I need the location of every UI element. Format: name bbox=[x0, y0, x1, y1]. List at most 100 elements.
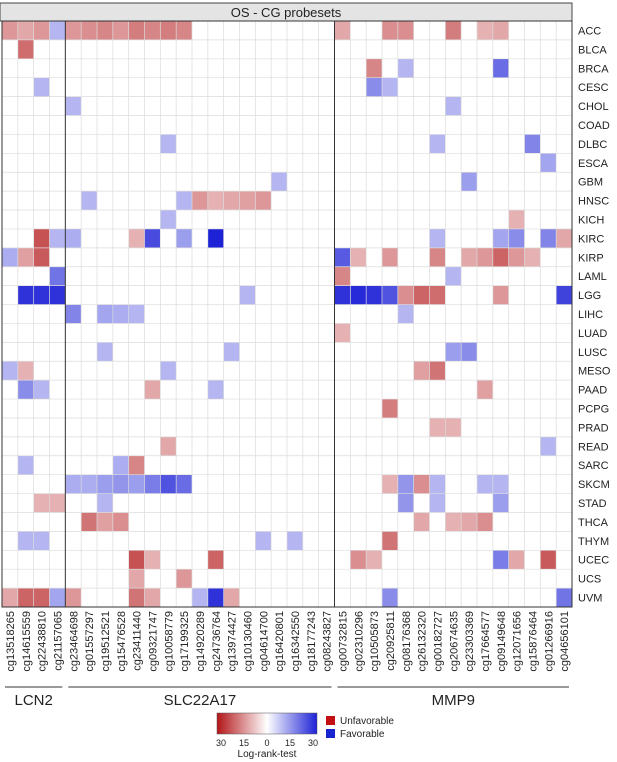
heatmap-cell bbox=[34, 21, 50, 40]
heatmap-cell bbox=[493, 229, 509, 248]
heatmap-cell bbox=[34, 78, 50, 97]
heatmap-cell bbox=[160, 210, 176, 229]
heatmap-cell bbox=[350, 248, 366, 267]
heatmap-cell bbox=[34, 248, 50, 267]
heatmap-cell bbox=[50, 21, 66, 40]
heatmap-cell bbox=[430, 494, 446, 513]
heatmap-cell bbox=[240, 286, 256, 305]
heatmap-cell bbox=[208, 550, 224, 569]
heatmap-cell bbox=[34, 494, 50, 513]
heatmap-cell bbox=[145, 588, 161, 607]
heatmap-cell bbox=[129, 550, 145, 569]
heatmap-cell bbox=[18, 286, 34, 305]
heatmap-cell bbox=[34, 531, 50, 550]
heatmap-cell bbox=[50, 494, 66, 513]
heatmap-cell bbox=[129, 588, 145, 607]
row-label: HNSC bbox=[578, 196, 609, 208]
heatmap-cell bbox=[81, 475, 97, 494]
row-label: PRAD bbox=[578, 422, 609, 434]
heatmap-cell bbox=[34, 588, 50, 607]
heatmap-cell bbox=[382, 475, 398, 494]
heatmap-cell bbox=[430, 229, 446, 248]
heatmap-cell bbox=[192, 191, 208, 210]
heatmap-cell bbox=[540, 550, 556, 569]
heatmap-cell bbox=[2, 361, 18, 380]
row-label: STAD bbox=[578, 498, 607, 510]
column-label: cg23411440 bbox=[132, 611, 144, 671]
heatmap-cell bbox=[113, 456, 129, 475]
heatmap-cell bbox=[398, 21, 414, 40]
heatmap-cell bbox=[461, 512, 477, 531]
heatmap-cell bbox=[145, 229, 161, 248]
row-label: MESO bbox=[578, 366, 611, 378]
heatmap-cell bbox=[430, 418, 446, 437]
heatmap-cell bbox=[335, 286, 351, 305]
heatmap-cell bbox=[34, 380, 50, 399]
column-labels: cg13518265 cg14615559 cg22438810 cg21157065… bbox=[5, 611, 571, 672]
heatmap-cell bbox=[382, 531, 398, 550]
row-label: SARC bbox=[578, 460, 609, 472]
heatmap-cell bbox=[145, 475, 161, 494]
heatmap-cell bbox=[477, 21, 493, 40]
heatmap-chart: OS - CG probesets ACCBLCABRCACESCCHOLCOA… bbox=[0, 0, 617, 762]
row-label: LGG bbox=[578, 290, 601, 302]
heatmap-cell bbox=[2, 248, 18, 267]
heatmap-cell bbox=[445, 21, 461, 40]
heatmap-cell bbox=[160, 21, 176, 40]
column-label: cg20674635 bbox=[448, 611, 460, 672]
heatmap-cell bbox=[208, 229, 224, 248]
heatmap-cell bbox=[145, 380, 161, 399]
heatmap-cell bbox=[335, 21, 351, 40]
heatmap-cell bbox=[160, 361, 176, 380]
heatmap-cell bbox=[477, 512, 493, 531]
heatmap-cell bbox=[240, 191, 256, 210]
heatmap-cell bbox=[176, 569, 192, 588]
row-label: KIRP bbox=[578, 252, 604, 264]
column-label: cg10058779 bbox=[163, 611, 175, 672]
column-label: cg24736764 bbox=[211, 611, 223, 672]
column-label: cg09149648 bbox=[496, 611, 508, 672]
heatmap-cell bbox=[18, 248, 34, 267]
heatmap-cell bbox=[65, 229, 81, 248]
heatmap-cell bbox=[192, 588, 208, 607]
heatmap-cell bbox=[477, 380, 493, 399]
heatmap-cell bbox=[34, 229, 50, 248]
heatmap-cell bbox=[129, 456, 145, 475]
row-label: DLBC bbox=[578, 139, 607, 151]
heatmap-cell bbox=[18, 588, 34, 607]
heatmap-cell bbox=[34, 286, 50, 305]
heatmap-cell bbox=[509, 550, 525, 569]
heatmap-cell bbox=[129, 475, 145, 494]
heatmap-cell bbox=[224, 588, 240, 607]
heatmap-cell bbox=[382, 248, 398, 267]
heatmap-cell bbox=[176, 475, 192, 494]
heatmap-cell bbox=[477, 475, 493, 494]
heatmap-cell bbox=[97, 475, 113, 494]
heatmap-cell bbox=[556, 229, 572, 248]
column-label: cg01557297 bbox=[84, 611, 96, 672]
heatmap-cell bbox=[255, 531, 271, 550]
group-label: SLC22A17 bbox=[164, 692, 237, 709]
heatmap-cell bbox=[97, 342, 113, 361]
column-label: cg13518265 bbox=[5, 611, 17, 672]
heatmap-cell bbox=[129, 569, 145, 588]
column-label: cg19512521 bbox=[100, 611, 112, 672]
row-label: BRCA bbox=[578, 63, 609, 75]
heatmap-cell bbox=[113, 21, 129, 40]
heatmap-cell bbox=[65, 588, 81, 607]
heatmap-cell bbox=[81, 21, 97, 40]
heatmap-cell bbox=[366, 78, 382, 97]
heatmap-cell bbox=[414, 475, 430, 494]
column-label: cg16420801 bbox=[274, 611, 286, 672]
row-label: UCS bbox=[578, 574, 601, 586]
column-label: cg00732815 bbox=[337, 611, 349, 672]
heatmap-cell bbox=[97, 21, 113, 40]
heatmap-cell bbox=[2, 323, 18, 342]
row-label: LIHC bbox=[578, 309, 603, 321]
heatmap-cell bbox=[224, 342, 240, 361]
heatmap-cell bbox=[129, 305, 145, 324]
column-label: cg04656101 bbox=[559, 611, 571, 672]
column-label: cg14615559 bbox=[21, 611, 33, 672]
heatmap-cell bbox=[65, 97, 81, 116]
heatmap-cell bbox=[129, 229, 145, 248]
